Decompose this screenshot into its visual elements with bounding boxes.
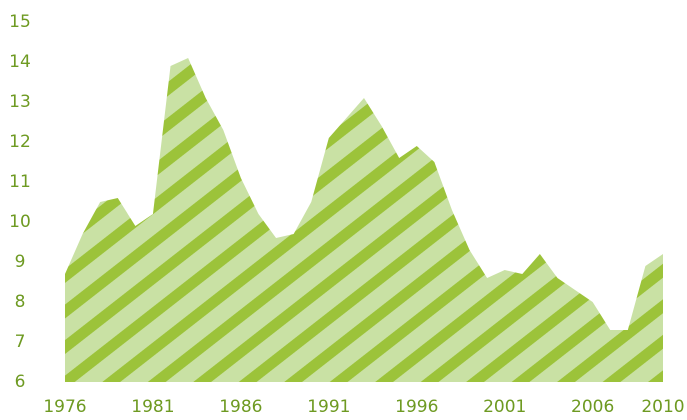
y-tick-label: 13 [9, 92, 31, 112]
x-tick-label: 2001 [483, 397, 526, 417]
x-tick-label: 1996 [395, 397, 438, 417]
x-tick-label: 1991 [307, 397, 350, 417]
x-tick-label: 2006 [571, 397, 614, 417]
y-tick-label: 15 [9, 12, 31, 32]
x-tick-label: 1976 [43, 397, 86, 417]
y-tick-label: 6 [15, 372, 26, 392]
y-tick-label: 9 [15, 252, 26, 272]
x-tick-label: 1981 [131, 397, 174, 417]
y-tick-label: 8 [15, 292, 26, 312]
y-tick-label: 7 [15, 332, 26, 352]
x-tick-label: 1986 [219, 397, 262, 417]
y-tick-label: 12 [9, 132, 31, 152]
y-tick-label: 11 [9, 172, 31, 192]
y-tick-label: 14 [9, 52, 31, 72]
area [65, 58, 663, 382]
x-tick-label: 2010 [641, 397, 684, 417]
y-tick-label: 10 [9, 212, 31, 232]
